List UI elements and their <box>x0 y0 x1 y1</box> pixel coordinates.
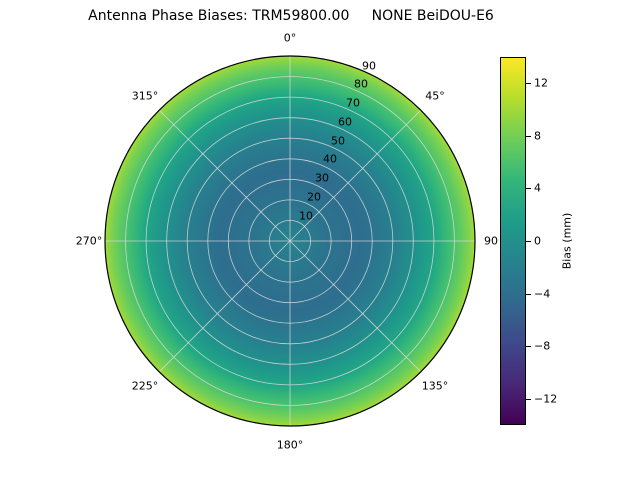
radial-tick-90: 90 <box>362 59 376 73</box>
colorbar-axis-label: Bias (mm) <box>560 212 574 270</box>
colorbar-tickmark <box>526 294 531 295</box>
radial-tick-50: 50 <box>331 134 345 148</box>
radial-tick-80: 80 <box>354 77 368 91</box>
colorbar-tick-0: 0 <box>534 234 541 248</box>
colorbar <box>500 57 526 425</box>
colorbar-tick-m8: −8 <box>534 339 551 353</box>
angular-tick-90deg: 90 <box>484 234 498 248</box>
colorbar-tick-m4: −4 <box>534 287 551 301</box>
angular-tick-180deg: 180° <box>276 438 304 452</box>
angular-tick-225deg: 225° <box>131 379 159 393</box>
angular-tick-45deg: 45° <box>425 89 445 103</box>
angular-tick-270deg: 270° <box>75 234 103 248</box>
radial-tick-40: 40 <box>323 152 337 166</box>
colorbar-tickmark <box>526 188 531 189</box>
radial-tick-60: 60 <box>338 115 352 129</box>
radial-tick-30: 30 <box>315 171 329 185</box>
colorbar-tickmark <box>526 399 531 400</box>
colorbar-tickmark <box>526 241 531 242</box>
colorbar-tickmark <box>526 83 531 84</box>
radial-tick-70: 70 <box>346 96 360 110</box>
angular-tick-135deg: 135° <box>421 379 449 393</box>
polar-spine <box>104 55 476 427</box>
angular-tick-315deg: 315° <box>131 89 159 103</box>
radial-tick-20: 20 <box>307 190 321 204</box>
polar-grid <box>105 56 475 426</box>
colorbar-tick-m12: −12 <box>534 392 558 406</box>
colorbar-tick-4: 4 <box>534 181 541 195</box>
colorbar-tick-8: 8 <box>534 129 541 143</box>
colorbar-tickmark <box>526 346 531 347</box>
chart-title: Antenna Phase Biases: TRM59800.00 NONE B… <box>88 8 494 24</box>
radial-tick-10: 10 <box>299 209 313 223</box>
colorbar-tick-12: 12 <box>534 76 548 90</box>
colorbar-tickmark <box>526 136 531 137</box>
angular-tick-0deg: 0° <box>283 31 297 45</box>
